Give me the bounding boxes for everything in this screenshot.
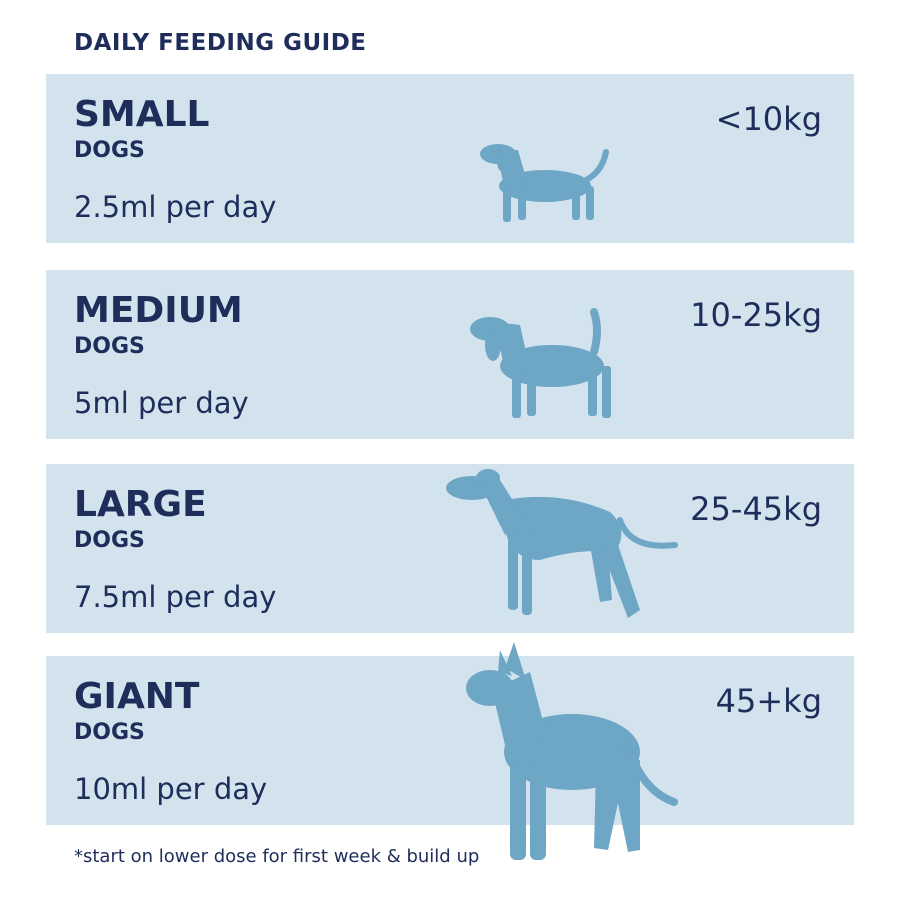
dogs-label: DOGS bbox=[74, 334, 145, 359]
title: DAILY FEEDING GUIDE bbox=[74, 30, 367, 56]
size-panel: GIANT DOGS 10ml per day 45+kg bbox=[46, 656, 854, 825]
giant-dog bbox=[466, 642, 678, 860]
dogs-label: DOGS bbox=[74, 528, 145, 553]
dose: 7.5ml per day bbox=[74, 580, 277, 614]
dose: 10ml per day bbox=[74, 772, 268, 806]
weight: 45+kg bbox=[715, 682, 822, 720]
dogs-label: DOGS bbox=[74, 138, 145, 163]
size-panel: LARGE DOGS 7.5ml per day 25-45kg bbox=[46, 464, 854, 633]
dose: 2.5ml per day bbox=[74, 190, 277, 224]
footnote: *start on lower dose for first week & bu… bbox=[74, 846, 480, 867]
size-label: LARGE bbox=[74, 484, 207, 525]
size-label: SMALL bbox=[74, 94, 210, 135]
size-panel: SMALL DOGS 2.5ml per day <10kg bbox=[46, 74, 854, 243]
weight: <10kg bbox=[715, 100, 822, 138]
size-label: MEDIUM bbox=[74, 290, 243, 331]
small-dog bbox=[480, 144, 609, 222]
large-dog bbox=[446, 469, 678, 618]
weight: 25-45kg bbox=[690, 490, 822, 528]
dogs-label: DOGS bbox=[74, 720, 145, 745]
weight: 10-25kg bbox=[690, 296, 822, 334]
medium-dog bbox=[470, 308, 611, 418]
size-panel: MEDIUM DOGS 5ml per day 10-25kg bbox=[46, 270, 854, 439]
dose: 5ml per day bbox=[74, 386, 249, 420]
size-label: GIANT bbox=[74, 676, 200, 717]
